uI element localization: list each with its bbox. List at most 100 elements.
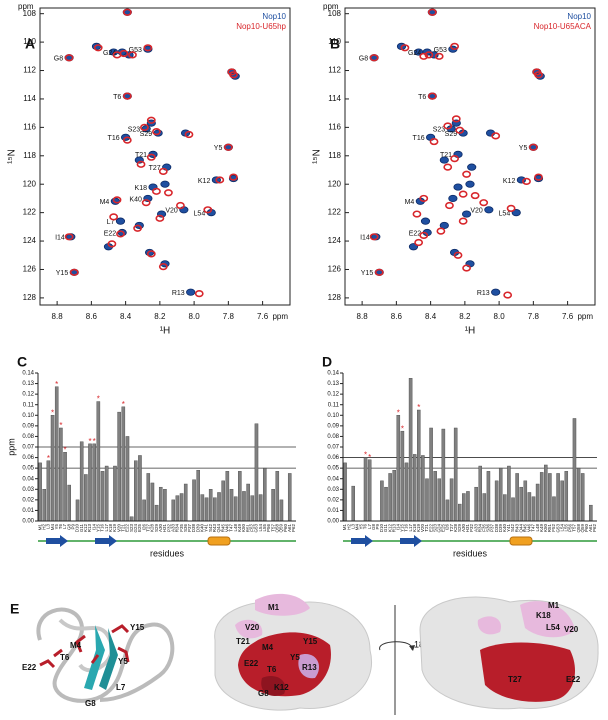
- ribbon-structure: [36, 607, 175, 703]
- x-tick-label: R51: [547, 524, 552, 533]
- peak: [412, 210, 422, 218]
- peak-label: L7: [107, 219, 115, 226]
- asterisk: *: [401, 424, 404, 433]
- x-tick-label: Y5: [359, 524, 364, 530]
- bar: [175, 495, 180, 522]
- y-tick-label: 120: [23, 179, 37, 188]
- x-tick-label: L54: [559, 524, 564, 532]
- asterisk: *: [88, 437, 91, 446]
- x-tick-label: 8.4: [120, 312, 132, 321]
- bar: [250, 495, 255, 522]
- peak: [434, 52, 444, 60]
- x-tick-label: 8.2: [459, 312, 471, 321]
- y-tick-label: 0.07: [327, 445, 339, 451]
- x-tick-label: V20: [420, 524, 425, 533]
- x-tick-label: K18: [412, 524, 417, 533]
- bar: [196, 470, 200, 522]
- peak: [176, 201, 185, 210]
- x-tick-label: M1: [342, 524, 347, 531]
- peak: [427, 92, 437, 100]
- asterisk: *: [97, 395, 100, 404]
- peak: [455, 126, 465, 134]
- x-tick-label: 8.6: [86, 312, 98, 321]
- peak-label: G8: [54, 56, 63, 63]
- y-tick-label: 122: [328, 208, 342, 217]
- y-tick-label: 0.08: [327, 434, 339, 440]
- x-tick-label: S36: [183, 524, 188, 533]
- bar: [271, 489, 275, 522]
- x-tick-label: 8.0: [189, 312, 201, 321]
- peak: [506, 204, 516, 212]
- x-tick-label: Q59: [580, 524, 585, 533]
- bar: [441, 428, 446, 522]
- x-tick-label: V20: [116, 524, 121, 533]
- peak: [155, 214, 165, 222]
- x-axis-title: ¹H: [160, 326, 171, 337]
- bar: [363, 457, 368, 522]
- bar: [531, 496, 536, 522]
- y-tick-label: 108: [328, 9, 342, 18]
- x-tick-label: F52: [551, 524, 556, 532]
- peak-label: G24: [103, 50, 116, 57]
- y-tick-label: 0.14: [22, 371, 34, 377]
- peak: [115, 217, 126, 225]
- peak: [462, 170, 471, 178]
- bar: [482, 493, 487, 522]
- residue-label: V20: [245, 623, 260, 632]
- bar: [246, 483, 250, 522]
- peak: [419, 231, 429, 239]
- y-tick-label: 120: [328, 179, 342, 188]
- x-tick-label: K50: [543, 524, 548, 533]
- bar: [125, 436, 130, 522]
- peak: [414, 238, 424, 247]
- bar: [238, 471, 242, 522]
- peak: [470, 191, 480, 200]
- peak-label: V20: [165, 208, 178, 215]
- y-tick-label: 0.06: [327, 455, 339, 461]
- peak: [64, 54, 74, 62]
- x-tick-label: H31: [465, 524, 470, 533]
- bar: [351, 485, 355, 522]
- y-tick-label: 0.02: [327, 497, 339, 503]
- x-tick-label: K12: [83, 524, 88, 533]
- x-tick-label: I14: [91, 524, 96, 531]
- x-tick-label: G11: [383, 524, 388, 533]
- peak-label: M4: [100, 199, 110, 206]
- peak-label: I14: [360, 235, 370, 242]
- x-tick-label: A61: [588, 524, 593, 533]
- y-tick-label: 0.09: [327, 423, 339, 429]
- bar: [75, 499, 80, 522]
- x-tick-label: K28: [453, 524, 458, 533]
- x-tick-label: R13: [391, 524, 396, 533]
- bar: [129, 516, 134, 522]
- asterisk: *: [51, 408, 54, 417]
- residue-label: T27: [508, 675, 522, 684]
- peak: [458, 190, 468, 198]
- x-tick-label: T6: [363, 524, 368, 530]
- y-tick-label: 112: [23, 66, 36, 75]
- bar: [560, 480, 564, 522]
- x-tick-label: A33: [473, 524, 478, 533]
- peak-label: S29: [445, 131, 458, 138]
- y-tick-label: 0.00: [327, 519, 339, 525]
- x-tick-label: L7: [62, 524, 67, 530]
- x-tick-label: G53: [254, 524, 259, 533]
- bar: [242, 491, 246, 522]
- residue-label: G8: [85, 699, 96, 708]
- x-tick-label: R51: [245, 524, 250, 533]
- y-tick-label: 0.01: [327, 508, 339, 514]
- peak-label: G24: [408, 50, 421, 57]
- bar: [433, 471, 437, 522]
- peak: [448, 194, 458, 203]
- x-tick-label: L17: [408, 524, 413, 532]
- peak-label: L54: [499, 210, 511, 217]
- y-tick-label: 124: [23, 236, 37, 245]
- peak: [427, 8, 437, 16]
- peak: [453, 183, 463, 191]
- x-tick-label: M4: [50, 524, 55, 531]
- panel-label: C: [17, 354, 27, 370]
- bar: [63, 452, 67, 522]
- x-tick-label: E22: [428, 524, 433, 533]
- bar: [380, 480, 384, 522]
- bar: [38, 462, 42, 522]
